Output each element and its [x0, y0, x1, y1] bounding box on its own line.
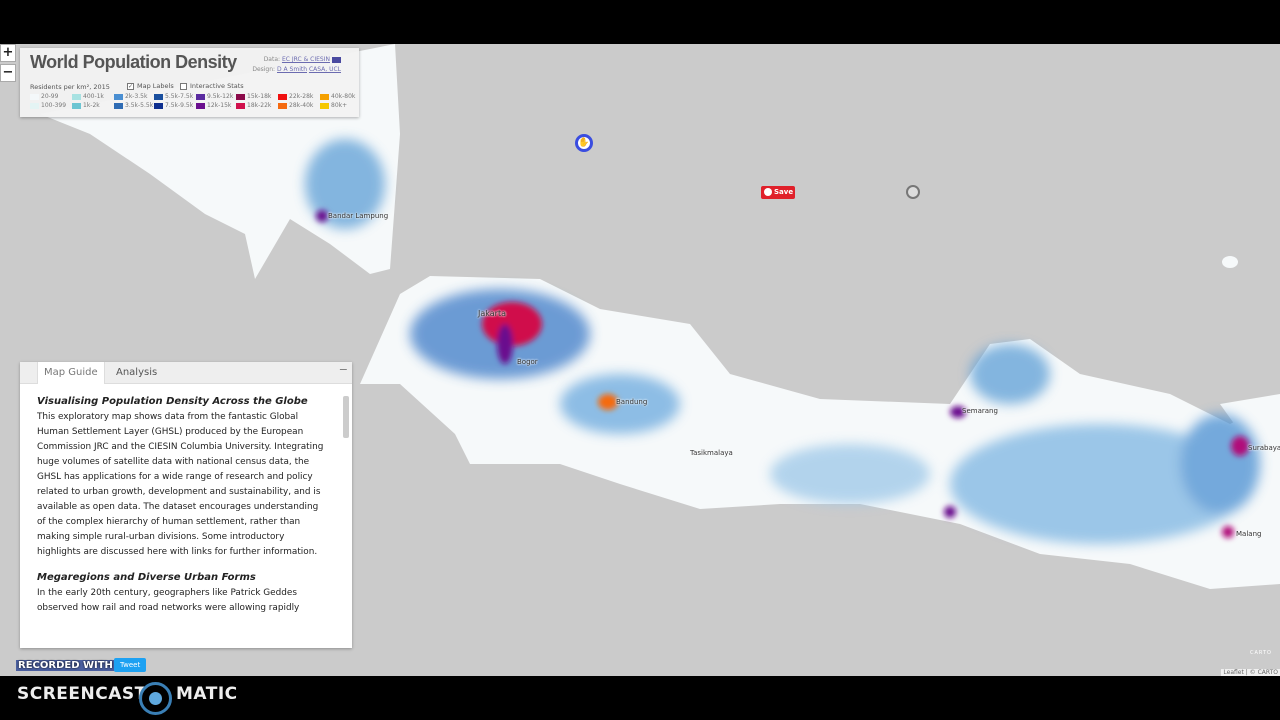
eu-flag-icon — [332, 56, 341, 63]
legend-class-label: 9.5k-12k — [207, 93, 234, 100]
legend-swatch — [72, 93, 81, 100]
legend-class-label: 1k-2k — [83, 102, 100, 109]
city-label: Bandung — [616, 398, 648, 406]
screencast-text: SCREENCAST — [17, 684, 147, 704]
legend-class: 1k-2k — [72, 102, 100, 109]
zoom-out-button[interactable]: − — [0, 64, 16, 82]
hand-cursor-icon: ✋ — [575, 134, 593, 152]
legend-class-label: 22k-28k — [289, 93, 314, 100]
legend-class-label: 400-1k — [83, 93, 104, 100]
legend-class-label: 5.5k-7.5k — [165, 93, 194, 100]
matic-text: MATIC — [176, 684, 238, 704]
city-label: Surabaya — [1248, 444, 1280, 452]
legend-panel: World Population Density Data: EC JRC & … — [20, 48, 359, 117]
legend-swatch — [196, 93, 205, 100]
section-body: This exploratory map shows data from the… — [37, 412, 324, 557]
legend-class-label: 18k-22k — [247, 102, 272, 109]
tweet-button[interactable]: Tweet — [114, 658, 147, 672]
map-title: World Population Density — [30, 52, 237, 72]
section-body: In the early 20th century, geographers l… — [37, 588, 300, 613]
screencast-matic-banner: SCREENCAST MATIC — [0, 676, 1280, 720]
legend-swatch — [114, 93, 123, 100]
panel-scrollbar[interactable] — [342, 392, 350, 646]
legend-class: 12k-15k — [196, 102, 231, 109]
legend-class-label: 15k-18k — [247, 93, 272, 100]
section-heading: Megaregions and Diverse Urban Forms — [37, 572, 256, 583]
legend-swatch — [278, 93, 287, 100]
legend-swatch — [320, 102, 329, 109]
legend-class: 3.5k-5.5k — [114, 102, 153, 109]
legend-class: 7.5k-9.5k — [154, 102, 193, 109]
collapse-panel-button[interactable]: − — [338, 363, 348, 376]
legend-swatch — [236, 93, 245, 100]
legend-class: 100-399 — [30, 102, 66, 109]
legend-swatch — [30, 102, 39, 109]
map-canvas[interactable]: Bandar Lampung Jakarta Bogor Bandung Tas… — [0, 44, 1280, 676]
checkmark-icon: ✓ — [127, 82, 134, 90]
legend-class-label: 28k-40k — [289, 102, 314, 109]
locate-icon[interactable] — [906, 185, 920, 199]
legend-class-label: 2k-3.5k — [125, 93, 148, 100]
tab-map-guide[interactable]: Map Guide — [37, 362, 105, 384]
guide-content: Visualising Population Density Across th… — [37, 394, 327, 644]
data-credit-link[interactable]: EC JRC & CIESIN — [281, 56, 330, 63]
legend-swatch — [196, 102, 205, 109]
info-panel: Map Guide Analysis − Visualising Populat… — [20, 362, 352, 648]
city-label: Jakarta — [478, 309, 506, 318]
legend-swatch — [114, 102, 123, 109]
legend-class: 9.5k-12k — [196, 93, 233, 100]
pinterest-save-button[interactable]: Save — [761, 186, 795, 199]
city-label: Bogor — [517, 358, 538, 366]
data-credit-label: Data: — [263, 56, 281, 63]
top-black-bar — [0, 0, 1280, 44]
legend-class: 40k-80k — [320, 93, 355, 100]
tab-analysis[interactable]: Analysis — [116, 367, 158, 378]
legend-class-label: 12k-15k — [207, 102, 232, 109]
recorded-with-banner: RECORDED WITH Tweet — [14, 658, 164, 676]
legend-swatch — [154, 102, 163, 109]
city-label: Semarang — [962, 407, 998, 415]
legend-class: 5.5k-7.5k — [154, 93, 193, 100]
legend-class-label: 7.5k-9.5k — [165, 102, 194, 109]
legend-swatch — [278, 102, 287, 109]
design-credit-label: Design: — [252, 66, 276, 73]
legend-class: 15k-18k — [236, 93, 271, 100]
city-label: Tasikmalaya — [690, 449, 733, 457]
city-label: Bandar Lampung — [328, 212, 389, 220]
map-attribution[interactable]: Leaflet | © CARTO — [1221, 669, 1280, 676]
legend-class-label: 40k-80k — [331, 93, 356, 100]
legend-class: 18k-22k — [236, 102, 271, 109]
scrollbar-thumb[interactable] — [343, 396, 349, 438]
legend-class: 28k-40k — [278, 102, 313, 109]
legend-swatch — [236, 102, 245, 109]
legend-class: 2k-3.5k — [114, 93, 147, 100]
population-density-layer — [40, 44, 1280, 589]
recorded-with-text: RECORDED WITH — [16, 660, 115, 671]
legend-class: 80k+ — [320, 102, 347, 109]
legend-class-label: 3.5k-5.5k — [125, 102, 154, 109]
units-label: Residents per km², 2015 — [30, 83, 110, 91]
legend-swatch — [72, 102, 81, 109]
carto-logo: CARTO — [1249, 650, 1272, 656]
section-heading: Visualising Population Density Across th… — [37, 396, 308, 407]
city-label: Malang — [1236, 530, 1262, 538]
screencast-logo-icon — [139, 682, 172, 715]
map-labels-checkbox[interactable]: ✓ Map Labels — [127, 82, 174, 90]
legend-class: 22k-28k — [278, 93, 313, 100]
interactive-stats-checkbox[interactable]: Interactive Stats — [180, 82, 244, 90]
legend-class: 400-1k — [72, 93, 104, 100]
legend-class-label: 80k+ — [331, 102, 348, 109]
legend-class-label: 20-99 — [41, 93, 59, 100]
legend-swatch — [320, 93, 329, 100]
design-org-link[interactable]: CASA, UCL — [308, 66, 341, 73]
zoom-in-button[interactable]: + — [0, 44, 16, 62]
legend-swatch — [154, 93, 163, 100]
design-author-link[interactable]: D A Smith — [277, 66, 308, 73]
legend-swatch — [30, 93, 39, 100]
legend-class-label: 100-399 — [41, 102, 67, 109]
legend-class: 20-99 — [30, 93, 58, 100]
